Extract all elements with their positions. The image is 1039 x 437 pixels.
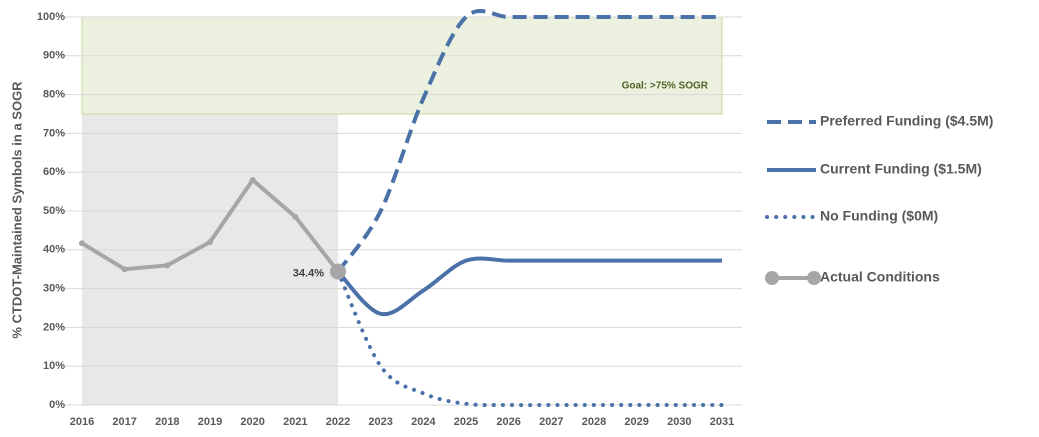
- x-tick-label: 2017: [112, 416, 136, 428]
- x-tick-label: 2021: [283, 416, 307, 428]
- goal-label: Goal: >75% SOGR: [622, 81, 709, 92]
- legend-label: No Funding ($0M): [820, 208, 938, 224]
- y-tick-label: 20%: [43, 321, 65, 333]
- y-tick-label: 70%: [43, 127, 65, 139]
- y-tick-label: 100%: [37, 11, 65, 23]
- x-tick-label: 2030: [667, 416, 691, 428]
- x-tick-label: 2027: [539, 416, 563, 428]
- data-point: [79, 240, 85, 247]
- x-tick-label: 2018: [155, 416, 179, 428]
- x-tick-label: 2020: [240, 416, 264, 428]
- y-tick-label: 0%: [49, 399, 65, 411]
- data-label: 34.4%: [293, 267, 324, 279]
- legend-label: Actual Conditions: [820, 269, 940, 285]
- y-tick-label: 30%: [43, 283, 65, 295]
- legend-label: Current Funding ($1.5M): [820, 161, 982, 177]
- y-tick-label: 60%: [43, 166, 65, 178]
- x-tick-label: 2016: [70, 416, 94, 428]
- legend-marker: [765, 271, 779, 285]
- y-tick-label: 10%: [43, 360, 65, 372]
- y-tick-label: 40%: [43, 244, 65, 256]
- x-tick-label: 2028: [582, 416, 606, 428]
- x-tick-label: 2031: [710, 416, 734, 428]
- data-point: [207, 239, 213, 246]
- series-line: [336, 269, 724, 408]
- data-point: [292, 213, 299, 220]
- x-tick-label: 2023: [368, 416, 392, 428]
- y-tick-label: 90%: [43, 50, 65, 62]
- y-tick-label: 80%: [43, 89, 65, 101]
- x-tick-label: 2019: [198, 416, 222, 428]
- y-axis-label: % CTDOT-Maintained Symbols in a SOGR: [9, 81, 24, 339]
- series-line: [336, 9, 722, 273]
- x-tick-label: 2026: [496, 416, 520, 428]
- x-tick-label: 2025: [454, 416, 478, 428]
- data-point: [249, 176, 256, 183]
- data-point: [164, 262, 171, 269]
- x-tick-label: 2022: [326, 416, 350, 428]
- series-line: [336, 256, 722, 317]
- data-point: [330, 263, 346, 280]
- x-tick-label: 2029: [624, 416, 648, 428]
- legend-label: Preferred Funding ($4.5M): [820, 113, 993, 129]
- legend-marker: [807, 271, 821, 285]
- x-tick-label: 2024: [411, 416, 436, 428]
- y-tick-label: 50%: [43, 205, 65, 217]
- data-point: [121, 266, 128, 273]
- goal-band: [81, 16, 723, 115]
